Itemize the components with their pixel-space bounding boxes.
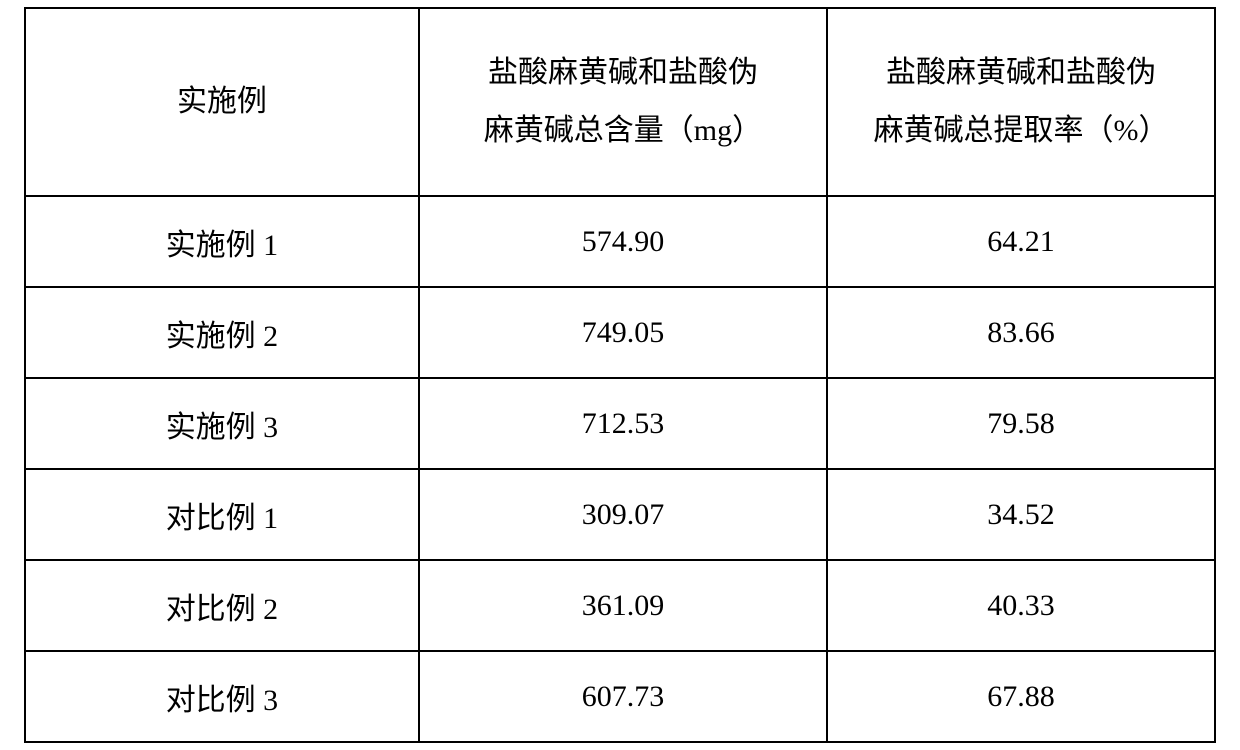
data-table: 实施例 盐酸麻黄碱和盐酸伪 麻黄碱总含量（mg） 盐酸麻黄碱和盐酸伪 麻黄碱总提…	[24, 7, 1216, 743]
cell-example-label: 实施例 1	[25, 196, 419, 287]
cell-example-label: 对比例 1	[25, 469, 419, 560]
table-header-row: 实施例 盐酸麻黄碱和盐酸伪 麻黄碱总含量（mg） 盐酸麻黄碱和盐酸伪 麻黄碱总提…	[25, 8, 1215, 196]
header-text: 实施例	[26, 73, 418, 132]
cell-content-mg: 712.53	[419, 378, 827, 469]
cell-rate-pct: 40.33	[827, 560, 1215, 651]
cell-content-mg: 309.07	[419, 469, 827, 560]
column-header-rate-pct: 盐酸麻黄碱和盐酸伪 麻黄碱总提取率（%）	[827, 8, 1215, 196]
table-row: 实施例 2749.0583.66	[25, 287, 1215, 378]
table-row: 实施例 3712.5379.58	[25, 378, 1215, 469]
table-row: 对比例 3607.7367.88	[25, 651, 1215, 742]
header-text: 麻黄碱总含量（mg）	[420, 102, 826, 161]
cell-example-label: 实施例 3	[25, 378, 419, 469]
cell-example-label: 实施例 2	[25, 287, 419, 378]
header-text: 盐酸麻黄碱和盐酸伪	[420, 44, 826, 103]
header-text: 盐酸麻黄碱和盐酸伪	[828, 44, 1214, 103]
table-row: 对比例 1309.0734.52	[25, 469, 1215, 560]
cell-rate-pct: 64.21	[827, 196, 1215, 287]
column-header-example: 实施例	[25, 8, 419, 196]
header-text: 麻黄碱总提取率（%）	[828, 102, 1214, 161]
table-body: 实施例 1574.9064.21实施例 2749.0583.66实施例 3712…	[25, 196, 1215, 742]
cell-example-label: 对比例 3	[25, 651, 419, 742]
table-row: 实施例 1574.9064.21	[25, 196, 1215, 287]
column-header-content-mg: 盐酸麻黄碱和盐酸伪 麻黄碱总含量（mg）	[419, 8, 827, 196]
data-table-container: 实施例 盐酸麻黄碱和盐酸伪 麻黄碱总含量（mg） 盐酸麻黄碱和盐酸伪 麻黄碱总提…	[24, 7, 1216, 743]
cell-rate-pct: 67.88	[827, 651, 1215, 742]
cell-rate-pct: 83.66	[827, 287, 1215, 378]
cell-example-label: 对比例 2	[25, 560, 419, 651]
cell-rate-pct: 79.58	[827, 378, 1215, 469]
cell-content-mg: 361.09	[419, 560, 827, 651]
table-row: 对比例 2361.0940.33	[25, 560, 1215, 651]
cell-content-mg: 574.90	[419, 196, 827, 287]
cell-rate-pct: 34.52	[827, 469, 1215, 560]
cell-content-mg: 749.05	[419, 287, 827, 378]
cell-content-mg: 607.73	[419, 651, 827, 742]
